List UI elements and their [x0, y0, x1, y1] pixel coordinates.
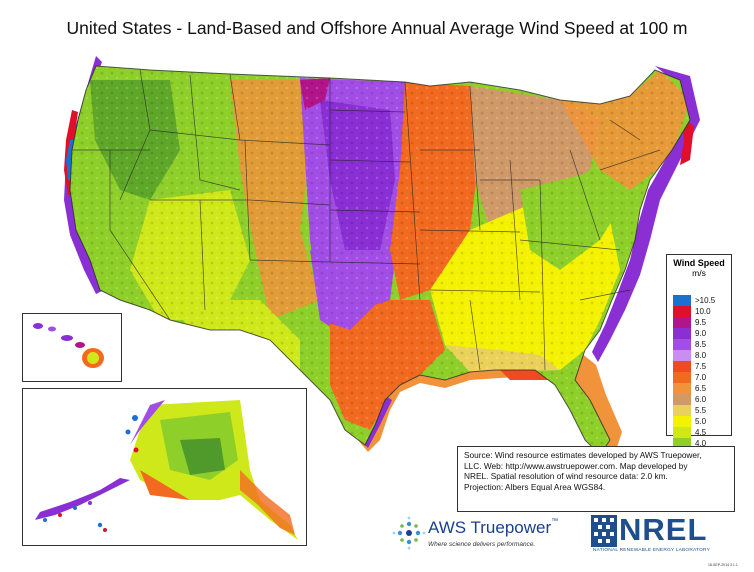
legend-label: 5.0 — [695, 417, 707, 426]
legend-row: 8.0 — [673, 350, 715, 361]
nrel-grid-icon — [591, 515, 617, 547]
legend-swatch — [673, 317, 691, 328]
legend-swatch — [673, 361, 691, 372]
legend-title: Wind Speed — [673, 258, 725, 268]
legend-label: 8.0 — [695, 351, 707, 360]
legend-label: 9.5 — [695, 318, 707, 327]
alaska-inset-frame — [22, 388, 307, 546]
legend-swatch — [673, 427, 691, 438]
legend-swatch — [673, 383, 691, 394]
legend-row: 6.5 — [673, 383, 715, 394]
source-line: LLC. Web: http://www.awstruepower.com. M… — [464, 460, 688, 471]
legend-row: 5.5 — [673, 405, 715, 416]
legend-row: 8.5 — [673, 339, 715, 350]
gulf-offshore-band — [358, 352, 622, 462]
aws-truepower-logo: AWS Truepower™ Where science delivers pe… — [392, 516, 587, 556]
legend-swatch — [673, 438, 691, 449]
aws-dots-icon — [392, 516, 426, 550]
pacific-offshore-band — [64, 56, 104, 294]
legend-row: 7.5 — [673, 361, 715, 372]
hawaii-islands — [33, 323, 104, 368]
source-line: Projection: Albers Equal Area WGS84. — [464, 481, 606, 492]
legend-row: 5.0 — [673, 416, 715, 427]
legend-label: 4.5 — [695, 428, 707, 437]
map-title: United States - Land-Based and Offshore … — [66, 18, 688, 38]
legend-swatch — [673, 295, 691, 306]
alaska-landmass — [35, 400, 298, 540]
legend-label: 7.5 — [695, 362, 707, 371]
legend-swatch — [673, 394, 691, 405]
legend-swatch — [673, 328, 691, 339]
legend-row: >10.5 — [673, 295, 715, 306]
legend-swatch — [673, 405, 691, 416]
legend-row: 9.5 — [673, 317, 715, 328]
nrel-name: NREL — [619, 512, 708, 547]
legend-row: 9.0 — [673, 328, 715, 339]
legend-swatch — [673, 416, 691, 427]
legend-label: 9.0 — [695, 329, 707, 338]
legend-label: 4.0 — [695, 439, 707, 448]
legend-row: 4.5 — [673, 427, 715, 438]
aws-name: AWS Truepower™ — [428, 518, 559, 537]
legend-label: >10.5 — [695, 296, 716, 305]
legend-rows: >10.5 10.0 9.5 9.0 8.5 8.0 7.5 7.0 6.5 6.0 5.5 5.0 4… — [673, 295, 715, 460]
map-date: 16-SEP-2014 3.1.1 — [708, 563, 738, 567]
legend-label: 7.0 — [695, 373, 707, 382]
state-boundaries — [69, 65, 691, 456]
legend-label: 10.0 — [695, 307, 711, 316]
nrel-logo: NREL NATIONAL RENEWABLE ENERGY LABORATOR… — [591, 512, 741, 558]
atlantic-offshore-band — [592, 66, 700, 362]
legend-swatch — [673, 350, 691, 361]
legend-label: 6.5 — [695, 384, 707, 393]
legend-swatch — [673, 372, 691, 383]
legend-label: 8.5 — [695, 340, 707, 349]
source-line: Source: Wind resource estimates develope… — [464, 450, 702, 460]
source-line: NREL. Spatial resolution of wind resourc… — [464, 471, 668, 481]
legend-label: 5.5 — [695, 406, 707, 415]
source-note: Source: Wind resource estimates develope… — [457, 446, 735, 512]
legend-swatch — [673, 339, 691, 350]
wind-speed-legend: Wind Speed m/s >10.5 10.0 9.5 9.0 8.5 8.0 7.5 7… — [666, 254, 732, 460]
aws-tagline: Where science delivers performance. — [428, 541, 536, 548]
legend-row: 10.0 — [673, 306, 715, 317]
nrel-subtitle: NATIONAL RENEWABLE ENERGY LABORATORY — [593, 548, 711, 553]
legend-row: 6.0 — [673, 394, 715, 405]
legend-label: 6.0 — [695, 395, 707, 404]
legend-unit: m/s — [692, 268, 706, 278]
legend-row: 7.0 — [673, 372, 715, 383]
hawaii-inset-frame — [22, 313, 122, 382]
legend-swatch — [673, 306, 691, 317]
legend-row: 4.0 — [673, 438, 715, 449]
